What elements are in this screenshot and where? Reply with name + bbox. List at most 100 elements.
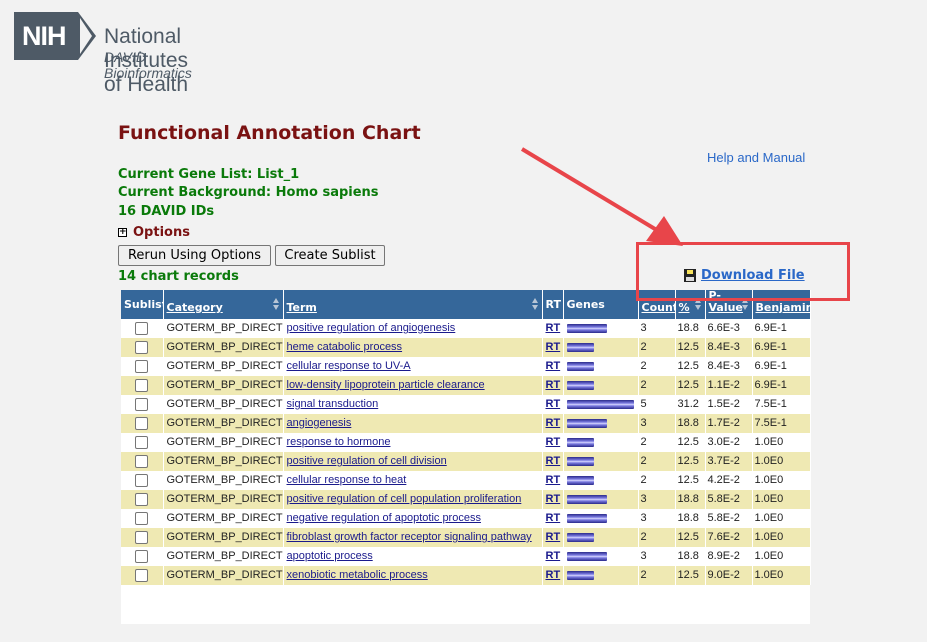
sort-by-pvalue-link[interactable]: Value bbox=[708, 301, 743, 314]
row-term-link[interactable]: positive regulation of cell population p… bbox=[286, 493, 522, 505]
row-rt-link[interactable]: RT bbox=[545, 493, 561, 505]
genes-bar[interactable] bbox=[566, 362, 594, 371]
row-rt-link[interactable]: RT bbox=[545, 436, 561, 448]
col-header-term[interactable]: Term bbox=[283, 290, 543, 319]
row-term-link[interactable]: heme catabolic process bbox=[286, 341, 403, 353]
row-select-cell bbox=[121, 566, 164, 585]
genes-bar[interactable] bbox=[566, 381, 594, 390]
row-rt-link[interactable]: RT bbox=[545, 512, 561, 524]
row-term-cell: xenobiotic metabolic process bbox=[283, 566, 543, 585]
row-select-checkbox[interactable] bbox=[135, 511, 149, 525]
row-genes-cell bbox=[563, 452, 639, 471]
row-select-checkbox[interactable] bbox=[135, 549, 149, 563]
row-rt-link[interactable]: RT bbox=[545, 474, 561, 486]
row-rt-link[interactable]: RT bbox=[545, 455, 561, 467]
row-term-link[interactable]: apoptotic process bbox=[286, 550, 373, 562]
chart-records-count: 14 chart records bbox=[118, 269, 239, 284]
row-count: 3 bbox=[638, 414, 676, 433]
row-count: 2 bbox=[638, 471, 676, 490]
col-header-percent[interactable]: % bbox=[675, 290, 706, 319]
genes-bar[interactable] bbox=[566, 571, 594, 580]
download-file-link[interactable]: Download File bbox=[684, 268, 805, 283]
row-select-checkbox[interactable] bbox=[135, 416, 149, 430]
row-category: GOTERM_BP_DIRECT bbox=[163, 414, 284, 433]
row-term-link[interactable]: signal transduction bbox=[286, 398, 379, 410]
row-benjamini: 6.9E-1 bbox=[752, 357, 811, 376]
row-pvalue: 1.5E-2 bbox=[705, 395, 753, 414]
row-rt-link[interactable]: RT bbox=[545, 417, 561, 429]
genes-bar[interactable] bbox=[566, 533, 594, 542]
row-select-checkbox[interactable] bbox=[135, 397, 149, 411]
row-select-checkbox[interactable] bbox=[135, 435, 149, 449]
row-rt-link[interactable]: RT bbox=[545, 531, 561, 543]
row-category: GOTERM_BP_DIRECT bbox=[163, 566, 284, 585]
col-header-category[interactable]: Category bbox=[163, 290, 284, 319]
genes-bar[interactable] bbox=[566, 324, 607, 333]
genes-bar[interactable] bbox=[566, 400, 634, 409]
genes-bar[interactable] bbox=[566, 457, 594, 466]
sort-arrows-icon[interactable] bbox=[741, 298, 749, 312]
sort-arrows-icon[interactable] bbox=[272, 298, 280, 312]
genes-bar[interactable] bbox=[566, 438, 594, 447]
row-select-checkbox[interactable] bbox=[135, 359, 149, 373]
table-header-row: Sublist Category Term RT Genes Count % P… bbox=[121, 290, 811, 319]
row-term-link[interactable]: xenobiotic metabolic process bbox=[286, 569, 428, 581]
col-header-pvalue[interactable]: P- Value bbox=[705, 290, 753, 319]
genes-bar[interactable] bbox=[566, 419, 607, 428]
row-rt-link[interactable]: RT bbox=[545, 398, 561, 410]
genes-bar[interactable] bbox=[566, 476, 594, 485]
row-genes-cell bbox=[563, 490, 639, 509]
row-term-link[interactable]: negative regulation of apoptotic process bbox=[286, 512, 481, 524]
col-header-benjamini[interactable]: Benjamini bbox=[752, 290, 811, 319]
row-select-checkbox[interactable] bbox=[135, 454, 149, 468]
genes-bar[interactable] bbox=[566, 552, 607, 561]
genes-bar[interactable] bbox=[566, 343, 594, 352]
row-rt-link[interactable]: RT bbox=[545, 379, 561, 391]
sort-by-category-link[interactable]: Category bbox=[166, 301, 223, 314]
row-percent: 12.5 bbox=[675, 528, 706, 547]
row-select-checkbox[interactable] bbox=[135, 530, 149, 544]
help-link[interactable]: Help and Manual bbox=[707, 150, 806, 165]
col-header-genes: Genes bbox=[563, 290, 639, 319]
sort-by-term-link[interactable]: Term bbox=[286, 301, 317, 314]
row-term-link[interactable]: positive regulation of cell division bbox=[286, 455, 447, 467]
row-rt-link[interactable]: RT bbox=[545, 569, 561, 581]
row-pvalue: 3.0E-2 bbox=[705, 433, 753, 452]
row-rt-link[interactable]: RT bbox=[545, 341, 561, 353]
row-select-checkbox[interactable] bbox=[135, 473, 149, 487]
row-term-link[interactable]: cellular response to heat bbox=[286, 474, 407, 486]
sort-by-count-link[interactable]: Count bbox=[641, 301, 679, 314]
row-term-link[interactable]: low-density lipoprotein particle clearan… bbox=[286, 379, 485, 391]
row-genes-cell bbox=[563, 376, 639, 395]
create-sublist-button[interactable]: Create Sublist bbox=[275, 245, 385, 266]
row-rt-link[interactable]: RT bbox=[545, 360, 561, 372]
genes-bar[interactable] bbox=[566, 495, 607, 504]
table-row: GOTERM_BP_DIRECT heme catabolic process RT… bbox=[121, 338, 811, 357]
row-rt-cell: RT bbox=[542, 452, 564, 471]
options-toggle[interactable]: + Options bbox=[118, 225, 190, 240]
row-select-cell bbox=[121, 357, 164, 376]
table-row: GOTERM_BP_DIRECT apoptotic process RT 3 18.8… bbox=[121, 547, 811, 566]
sort-by-benjamini-link[interactable]: Benjamini bbox=[755, 301, 810, 314]
genes-bar[interactable] bbox=[566, 514, 607, 523]
row-count: 2 bbox=[638, 357, 676, 376]
row-term-link[interactable]: cellular response to UV-A bbox=[286, 360, 411, 372]
row-select-checkbox[interactable] bbox=[135, 492, 149, 506]
sort-arrows-icon[interactable] bbox=[694, 298, 702, 312]
row-term-link[interactable]: positive regulation of angiogenesis bbox=[286, 322, 456, 334]
row-rt-link[interactable]: RT bbox=[545, 550, 561, 562]
row-rt-link[interactable]: RT bbox=[545, 322, 561, 334]
rerun-options-button[interactable]: Rerun Using Options bbox=[118, 245, 271, 266]
row-select-checkbox[interactable] bbox=[135, 340, 149, 354]
row-select-checkbox[interactable] bbox=[135, 378, 149, 392]
row-term-link[interactable]: angiogenesis bbox=[286, 417, 352, 429]
row-count: 2 bbox=[638, 376, 676, 395]
row-benjamini: 1.0E0 bbox=[752, 547, 811, 566]
row-term-link[interactable]: response to hormone bbox=[286, 436, 391, 448]
row-select-checkbox[interactable] bbox=[135, 321, 149, 335]
row-term-link[interactable]: fibroblast growth factor receptor signal… bbox=[286, 531, 532, 543]
sort-arrows-icon[interactable] bbox=[531, 298, 539, 312]
col-header-count[interactable]: Count bbox=[638, 290, 678, 319]
sort-by-percent-link[interactable]: % bbox=[678, 301, 690, 314]
row-select-checkbox[interactable] bbox=[135, 568, 149, 582]
